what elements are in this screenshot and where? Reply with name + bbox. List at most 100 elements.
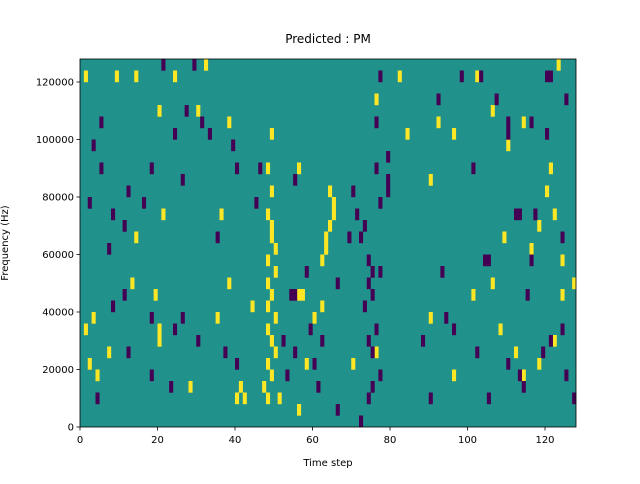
heatmap-cell [405,128,410,140]
heatmap-cell [188,381,193,393]
heatmap-cell [153,289,158,301]
heatmap-cell [548,70,553,83]
heatmap-cell [324,243,329,255]
heatmap-cell [142,197,147,209]
heatmap-cell [378,266,383,278]
heatmap-cell [366,277,371,290]
axes-frame [79,58,577,428]
heatmap-cell [238,381,243,393]
heatmap-cell [564,93,569,106]
heatmap-cell [324,231,329,244]
heatmap-cell [266,208,271,221]
heatmap-cell [560,323,565,336]
heatmap-cell [304,358,309,370]
heatmap-cell [95,392,100,405]
x-tick-label: 40 [229,435,242,446]
heatmap-cell [475,70,480,83]
heatmap-cell [293,346,298,359]
heatmap-cell [266,254,271,267]
heatmap-cell [83,70,88,83]
heatmap-cell [269,335,274,347]
heatmap-cell [502,231,507,244]
heatmap-cell [366,392,371,405]
heatmap-cell [506,358,511,370]
heatmap-cell [157,105,162,117]
heatmap-cell [355,208,360,221]
heatmap-cell [304,266,309,278]
y-tick-label: 20000 [42,365,74,376]
y-tick-label: 80000 [42,193,74,204]
heatmap-cell [157,335,162,347]
heatmap-cell [122,289,127,301]
heatmap-cell [235,392,240,405]
heatmap-cell [273,346,278,359]
heatmap-cell [126,346,131,359]
heatmap-cell [134,70,139,83]
heatmap-cell [266,277,271,290]
y-tick-label: 120000 [36,78,74,89]
heatmap-cell [366,335,371,347]
heatmap-cell [320,254,325,267]
heatmap-cell [506,139,511,152]
heatmap-cell [552,335,557,347]
heatmap-cell [180,174,185,186]
y-tick-label: 0 [68,423,74,434]
heatmap-cell [331,208,336,221]
heatmap-cell [269,220,274,232]
heatmap-cell [428,312,433,324]
heatmap-cell [196,105,201,117]
heatmap-cell [560,289,565,301]
heatmap-cell [537,220,542,232]
heatmap-cell [149,162,154,175]
x-tick-label: 120 [535,435,554,446]
heatmap-cell [479,70,484,83]
heatmap-cell [223,346,228,359]
heatmap-cell [266,392,271,405]
heatmap-cell [421,335,426,347]
heatmap-cell [521,116,526,129]
heatmap-cell [169,381,174,393]
heatmap-cell [490,105,495,117]
heatmap-cell [293,289,298,301]
heatmap-cell [266,358,271,370]
heatmap-cell [370,346,375,359]
heatmap-cell [95,369,100,382]
heatmap-cell [297,162,302,175]
heatmap-cell [545,70,550,83]
heatmap-cell [552,208,557,221]
heatmap-cell [529,254,534,267]
heatmap-cell [227,277,232,290]
heatmap-cell [486,392,491,405]
heatmap-cell [452,369,457,382]
heatmap-cell [521,369,526,382]
heatmap-cell [215,312,220,324]
heatmap-cell [231,139,236,152]
heatmap-cell [475,346,480,359]
heatmap-cell [572,277,577,290]
heatmap-cell [99,162,104,175]
heatmap-cell [289,289,294,301]
heatmap-cell [316,381,321,393]
heatmap-cell [529,116,534,129]
heatmap-cell [486,254,491,267]
y-axis-label: Frequency (Hz) [0,205,11,281]
heatmap-cell [161,208,166,221]
heatmap-cell [525,289,530,301]
y-tick-label: 40000 [42,308,74,319]
heatmap-cell [370,289,375,301]
heatmap-cell [312,358,317,370]
heatmap-cell [541,346,546,359]
heatmap-cell [370,381,375,393]
heatmap-cell [297,404,302,416]
heatmap-cell [173,70,178,83]
heatmap-cell [122,220,127,232]
heatmap-cell [374,162,379,175]
heatmap-cell [452,128,457,140]
heatmap-cell [378,197,383,209]
heatmap-cell [99,116,104,129]
heatmap-cell [266,323,271,336]
heatmap-cell [351,185,356,198]
heatmap-cell [378,70,383,83]
heatmap-cell [269,231,274,244]
